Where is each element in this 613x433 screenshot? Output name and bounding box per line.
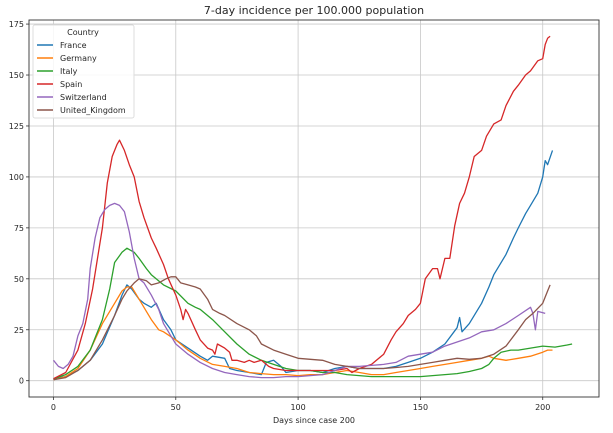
x-axis-label: Days since case 200 <box>273 416 355 425</box>
y-tick-label: 25 <box>14 326 24 335</box>
legend-entry: Switzerland <box>60 93 107 102</box>
legend-title: Country <box>67 28 99 37</box>
y-tick-label: 75 <box>14 224 24 233</box>
x-tick-label: 100 <box>290 403 305 412</box>
x-tick-label: 0 <box>51 403 56 412</box>
series-line-italy <box>53 247 573 380</box>
series-line-switzerland <box>52 202 546 379</box>
legend-entry: United_Kingdom <box>60 106 126 115</box>
y-tick-label: 150 <box>9 71 24 80</box>
plot-frame <box>28 19 600 398</box>
y-tick-label: 125 <box>9 122 24 131</box>
series-line-spain <box>53 35 551 380</box>
y-tick-label: 100 <box>9 173 24 182</box>
chart-title: 7-day incidence per 100.000 population <box>204 4 424 17</box>
legend-entry: Spain <box>60 80 82 89</box>
axis-ticks: 0 50 100 150 200 0 25 50 75 100 125 150 175 <box>9 20 551 412</box>
y-tick-label: 50 <box>14 275 24 284</box>
series-line-france <box>53 150 554 380</box>
legend-entry: Italy <box>60 67 78 76</box>
legend-entry: France <box>60 41 87 50</box>
legend-entry: Germany <box>60 54 97 63</box>
x-tick-label: 50 <box>171 403 181 412</box>
series-line-united_kingdom <box>53 276 551 381</box>
x-tick-label: 150 <box>413 403 428 412</box>
series-lines <box>52 35 573 381</box>
x-tick-label: 200 <box>535 403 550 412</box>
y-tick-label: 0 <box>19 377 24 386</box>
legend-box <box>32 24 135 119</box>
legend: Country France Germany Italy Spain Switzerla… <box>32 24 135 119</box>
y-tick-label: 175 <box>9 20 24 29</box>
